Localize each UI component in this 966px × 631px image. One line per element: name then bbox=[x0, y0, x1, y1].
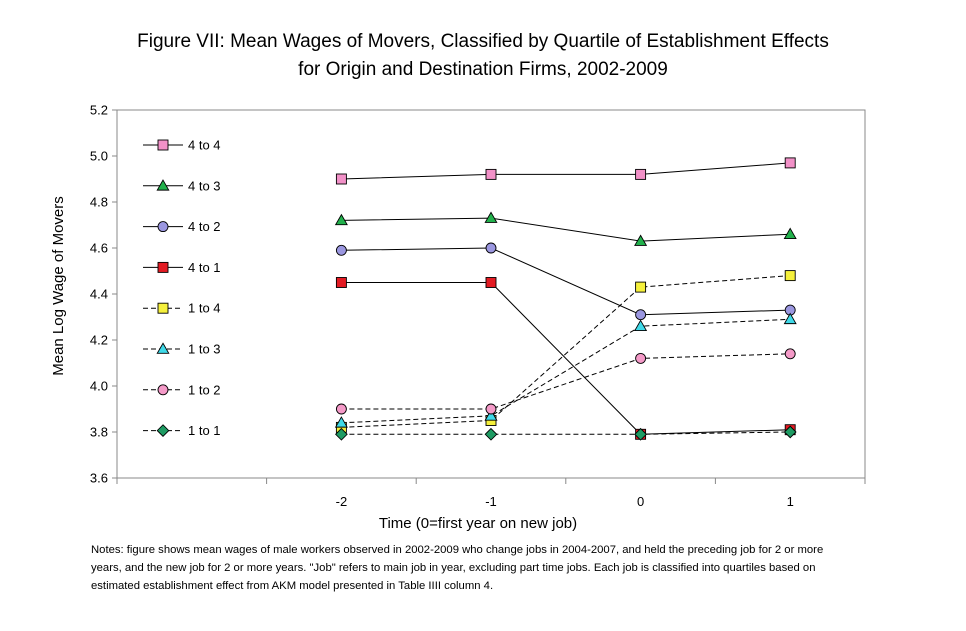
series-line-1-to-4 bbox=[341, 275, 791, 428]
legend-label: 1 to 1 bbox=[188, 423, 221, 438]
data-point-1-to-1 bbox=[634, 427, 647, 441]
data-point-4-to-3 bbox=[484, 211, 498, 223]
series-lines bbox=[341, 162, 791, 435]
legend-label: 4 to 1 bbox=[188, 260, 221, 275]
legend-label: 4 to 3 bbox=[188, 178, 221, 193]
data-point-4-to-1 bbox=[335, 277, 347, 288]
series-line-4-to-1 bbox=[341, 282, 791, 435]
y-tick-label: 4.6 bbox=[90, 241, 108, 256]
legend-label: 4 to 2 bbox=[188, 219, 221, 234]
chart-title-line-1: Figure VII: Mean Wages of Movers, Classi… bbox=[137, 31, 829, 52]
data-point-4-to-2 bbox=[635, 309, 647, 321]
data-point-4-to-3 bbox=[634, 234, 648, 246]
data-point-1-to-1 bbox=[484, 427, 498, 441]
data-point-1-to-3 bbox=[634, 319, 648, 331]
legend-marker bbox=[156, 179, 170, 191]
notes-line-3: estimated establishment effect from AKM … bbox=[91, 580, 494, 592]
data-point-4-to-4 bbox=[635, 168, 647, 180]
data-point-1-to-2 bbox=[784, 348, 796, 360]
data-point-1-to-1 bbox=[783, 425, 797, 439]
legend-marker bbox=[157, 261, 169, 273]
chart-axes: 3.6 3.8 4.0 4.2 4.4 4.6 4.8 5.0 5.2 -2 -1 0 1 bbox=[90, 103, 866, 509]
legend-label: 1 to 4 bbox=[188, 301, 221, 316]
legend-label: 1 to 2 bbox=[188, 382, 221, 397]
data-point-1-to-4 bbox=[784, 270, 796, 282]
notes-line-2: years, and the new job for 2 or more yea… bbox=[91, 562, 816, 574]
series-line-4-to-4 bbox=[341, 162, 791, 180]
y-tick-label: 4.4 bbox=[90, 287, 108, 302]
y-tick-label: 5.0 bbox=[90, 149, 108, 164]
legend: 4 to 4 4 to 3 4 to 2 4 to 1 1 to 4 1 to 3 1 to… bbox=[143, 138, 221, 438]
legend-marker bbox=[156, 424, 170, 437]
data-point-1-to-3 bbox=[783, 312, 797, 325]
data-point-1-to-3 bbox=[484, 409, 498, 421]
y-axis-title: Mean Log Wage of Movers bbox=[50, 196, 67, 376]
data-point-4-to-3 bbox=[334, 213, 348, 226]
legend-marker bbox=[157, 139, 169, 151]
notes-line-1: Notes: figure shows mean wages of male w… bbox=[91, 544, 824, 556]
data-point-1-to-2 bbox=[635, 352, 647, 364]
legend-marker bbox=[157, 384, 169, 396]
y-tick-label: 4.8 bbox=[90, 195, 108, 210]
data-point-1-to-3 bbox=[334, 416, 348, 428]
series-line-1-to-1 bbox=[341, 431, 791, 435]
data-point-1-to-2 bbox=[485, 403, 497, 415]
data-point-4-to-3 bbox=[783, 227, 797, 239]
chart-title: Figure VII: Mean Wages of Movers, Classi… bbox=[0, 28, 966, 84]
y-tick-label: 4.2 bbox=[90, 333, 108, 348]
y-tick-label: 3.6 bbox=[90, 471, 108, 486]
data-point-4-to-2 bbox=[485, 242, 497, 254]
legend-marker bbox=[156, 342, 170, 354]
figure-notes: Notes: figure shows mean wages of male w… bbox=[91, 541, 891, 595]
x-tick-label: -2 bbox=[336, 494, 348, 509]
legend-label: 4 to 4 bbox=[188, 138, 221, 153]
legend-label: 1 to 3 bbox=[188, 342, 221, 357]
data-point-4-to-4 bbox=[784, 157, 796, 169]
data-point-4-to-4 bbox=[485, 168, 497, 180]
x-tick-label: 0 bbox=[637, 494, 644, 509]
y-tick-label: 4.0 bbox=[90, 379, 108, 394]
data-point-4-to-1 bbox=[485, 277, 497, 288]
x-tick-label: -1 bbox=[485, 494, 497, 509]
series-line-4-to-3 bbox=[341, 217, 791, 242]
series-markers bbox=[334, 157, 797, 441]
x-axis-title: Time (0=first year on new job) bbox=[379, 515, 577, 532]
series-line-1-to-3 bbox=[341, 318, 791, 424]
series-line-4-to-2 bbox=[341, 247, 791, 316]
chart-title-line-2: for Origin and Destination Firms, 2002-2… bbox=[298, 59, 668, 80]
data-point-1-to-1 bbox=[335, 427, 348, 441]
y-tick-label: 5.2 bbox=[90, 103, 108, 118]
series-line-1-to-2 bbox=[341, 353, 791, 410]
data-point-4-to-4 bbox=[335, 173, 347, 185]
data-point-4-to-2 bbox=[335, 244, 347, 256]
x-tick-label: 1 bbox=[787, 494, 794, 509]
data-point-1-to-2 bbox=[335, 403, 347, 415]
legend-marker bbox=[157, 221, 169, 233]
y-tick-label: 3.8 bbox=[90, 425, 108, 440]
data-point-1-to-4 bbox=[635, 281, 647, 293]
legend-marker bbox=[157, 302, 169, 314]
